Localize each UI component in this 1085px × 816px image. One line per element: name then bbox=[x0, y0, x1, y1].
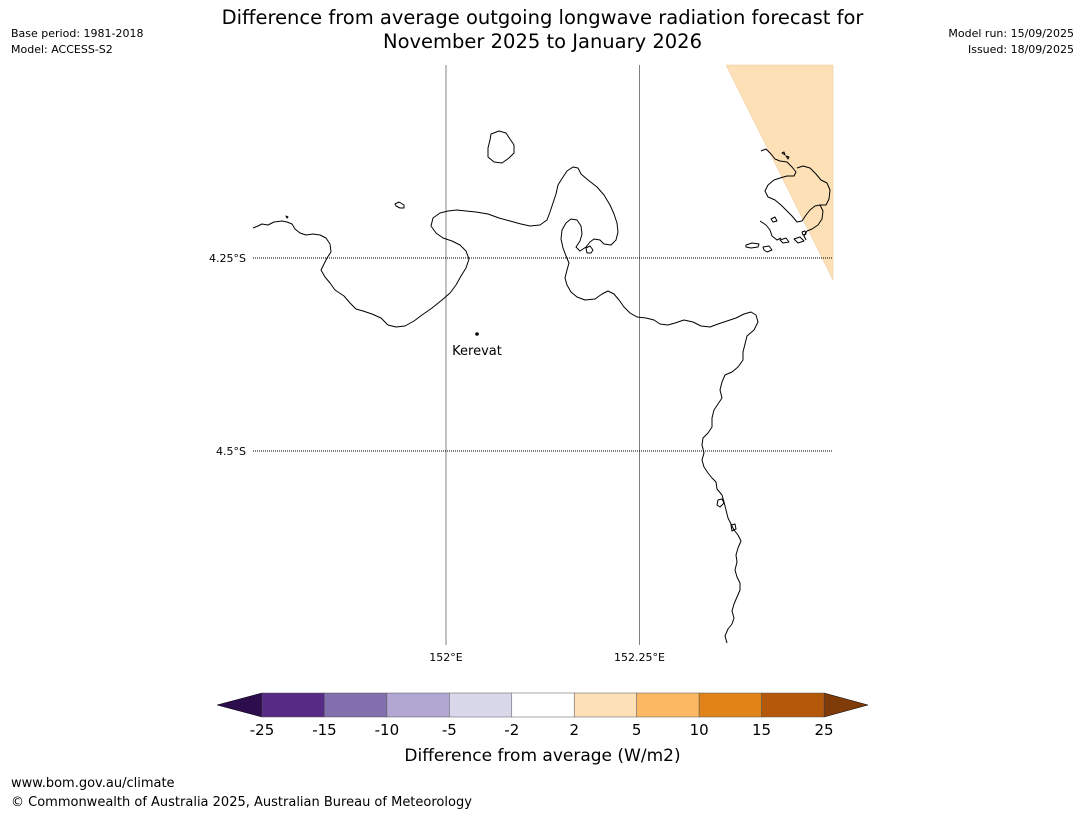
issued-text: Issued: 18/09/2025 bbox=[967, 43, 1074, 56]
colorbar-segment bbox=[511, 692, 575, 718]
colorbar-segment bbox=[761, 692, 825, 718]
coastline-duke-of-york-east bbox=[796, 165, 831, 206]
kerevat-label: Kerevat bbox=[452, 344, 502, 359]
colorbar: -25 -15 -10 -5 -2 2 5 10 15 25 bbox=[216, 692, 869, 739]
latitude-label-4-25: 4.25°S bbox=[209, 252, 246, 265]
colorbar-segment bbox=[698, 692, 762, 718]
latitude-label-4-5: 4.5°S bbox=[216, 445, 246, 458]
colorbar-tick-label: -15 bbox=[312, 721, 337, 739]
forecast-metadata-right: Model run: 15/09/2025 Issued: 18/09/2025 bbox=[948, 26, 1074, 58]
coastline-east-islet-2 bbox=[730, 523, 737, 532]
longitude-label-152: 152°E bbox=[429, 651, 462, 664]
coastline-dyi-west bbox=[759, 220, 782, 241]
map-title-line2: November 2025 to January 2026 bbox=[383, 30, 702, 53]
colorbar-tick-label: -25 bbox=[250, 721, 275, 739]
map-title: Difference from average outgoing longwav… bbox=[0, 6, 1085, 54]
coastline-islet-2 bbox=[285, 215, 289, 219]
colorbar-title: Difference from average (W/m2) bbox=[404, 746, 681, 766]
colorbar-segment bbox=[636, 692, 700, 718]
coastline-dyi-islet-7 bbox=[785, 155, 790, 160]
longitude-label-152-25: 152.25°E bbox=[614, 651, 665, 664]
forecast-metadata-left: Base period: 1981-2018 Model: ACCESS-S2 bbox=[11, 26, 143, 58]
coastline-islet bbox=[394, 201, 405, 209]
colorbar-tick-label: 2 bbox=[569, 721, 579, 739]
model-text: Model: ACCESS-S2 bbox=[11, 43, 113, 56]
coastline-dyi-islet-6 bbox=[781, 151, 786, 156]
footer-copyright: © Commonwealth of Australia 2025, Austra… bbox=[11, 795, 472, 810]
colorbar-tick-label: -5 bbox=[442, 721, 457, 739]
colorbar-tick-label: 10 bbox=[690, 721, 709, 739]
colorbar-segment bbox=[449, 692, 513, 718]
coastline-dyi-islet-8 bbox=[801, 230, 807, 236]
map-title-line1: Difference from average outgoing longwav… bbox=[221, 6, 864, 29]
model-run-text: Model run: 15/09/2025 bbox=[948, 27, 1074, 40]
coastline-dyi-islet-3 bbox=[762, 245, 773, 253]
coastline-island-north bbox=[487, 130, 515, 164]
colorbar-segment bbox=[261, 692, 325, 718]
colorbar-tick-label: 25 bbox=[814, 721, 833, 739]
kerevat-marker bbox=[475, 332, 479, 336]
colorbar-tick-label: -10 bbox=[375, 721, 400, 739]
colorbar-under-arrow bbox=[216, 692, 263, 718]
coastline-harbour-island bbox=[585, 245, 594, 254]
coastline-dyi-islet-2 bbox=[745, 242, 760, 249]
colorbar-segment bbox=[573, 692, 637, 718]
coastline-main bbox=[252, 166, 759, 644]
coastline-east-islet-1 bbox=[716, 498, 725, 508]
colorbar-over-arrow bbox=[823, 692, 869, 718]
coastlines bbox=[252, 130, 831, 644]
coastline-dyi-islet-5 bbox=[793, 236, 805, 244]
coastline-dyi-islet-1 bbox=[770, 216, 778, 223]
colorbar-tick-label: -2 bbox=[504, 721, 519, 739]
coastline-dyi-islet-4 bbox=[779, 237, 790, 244]
anomaly-shaded-region bbox=[725, 64, 834, 281]
base-period-text: Base period: 1981-2018 bbox=[11, 27, 144, 40]
footer-url[interactable]: www.bom.gov.au/climate bbox=[11, 776, 175, 791]
colorbar-segment bbox=[386, 692, 450, 718]
colorbar-tick-label: 5 bbox=[632, 721, 642, 739]
colorbar-tick-label: 15 bbox=[752, 721, 771, 739]
coastline-duke-of-york-main bbox=[760, 148, 824, 241]
colorbar-segment bbox=[324, 692, 388, 718]
